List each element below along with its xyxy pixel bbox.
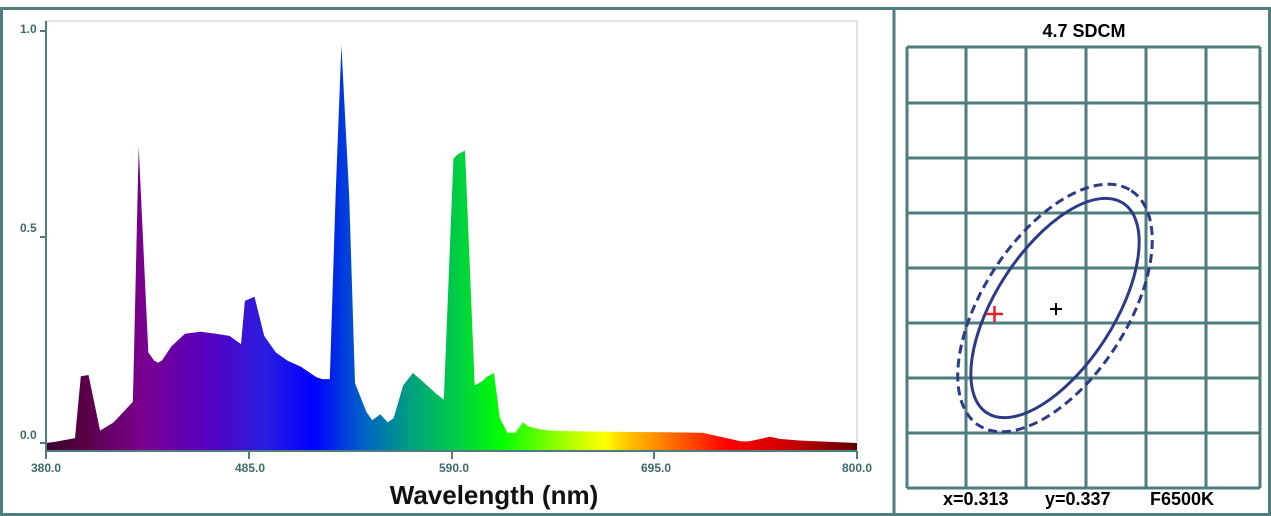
y-tick-label-1: 0.5 (20, 221, 37, 235)
y-tick-label-2: 1.0 (20, 22, 37, 36)
sdcm-grid (905, 45, 1262, 490)
sdcm-ellipse-dashed (956, 182, 1154, 434)
y-tick-label-0: 0.0 (20, 428, 37, 442)
reference-point-marker (1050, 303, 1062, 315)
spectrum-chart: 0.0 0.5 1.0 380.0 485.0 590.0 695.0 800.… (20, 20, 872, 510)
x-tick-label-1: 485.0 (235, 461, 265, 475)
x-tick-label-2: 590.0 (439, 461, 469, 475)
x-tick-marks (45, 451, 858, 459)
sdcm-ellipse-solid (969, 196, 1141, 420)
x-tick-label-4: 800.0 (842, 461, 872, 475)
outer-frame (0, 7, 1271, 516)
sdcm-panel: 4.7 SDCM x=0.313 y=0.337 F6500K (905, 21, 1262, 509)
spectrum-area (46, 45, 857, 452)
x-axis-title: Wavelength (nm) (390, 480, 598, 510)
coord-x-readout: x=0.313 (943, 489, 1009, 509)
x-tick-label-3: 695.0 (641, 461, 671, 475)
x-tick-label-0: 380.0 (31, 461, 61, 475)
coord-y-readout: y=0.337 (1045, 489, 1111, 509)
measured-point-marker (986, 306, 1003, 322)
sdcm-title: 4.7 SDCM (1042, 21, 1125, 41)
y-tick-marks (40, 30, 46, 444)
source-label: F6500K (1150, 489, 1214, 509)
